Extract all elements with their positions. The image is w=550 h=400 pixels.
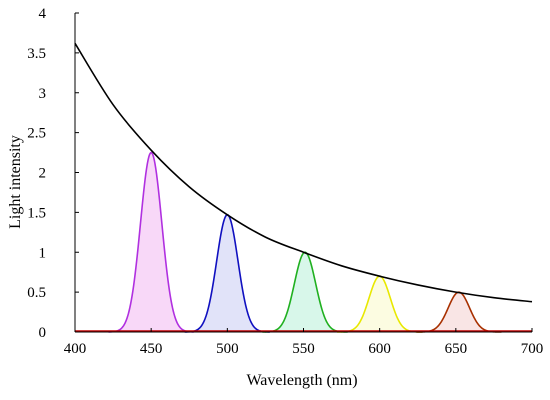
y-tick-label-4: 4 (39, 6, 47, 22)
y-tick-label-2: 2 (39, 166, 47, 182)
x-tick-label-550: 550 (292, 341, 315, 357)
peak-fill-4 (337, 276, 423, 332)
y-tick-label-0: 0 (39, 325, 47, 341)
x-tick-label-500: 500 (216, 341, 239, 357)
peak-fill-3 (262, 252, 348, 332)
x-tick-label-650: 650 (445, 341, 468, 357)
peak-curve-1 (108, 151, 194, 333)
y-tick-label-1.5: 1.5 (27, 205, 46, 221)
peak-fill-2 (184, 214, 270, 332)
y-axis-title: Light intensity (7, 135, 24, 229)
y-tick-label-3: 3 (39, 86, 47, 102)
y-tick-label-1: 1 (39, 245, 47, 261)
peak-fill-1 (108, 152, 194, 332)
x-tick-label-600: 600 (368, 341, 391, 357)
y-tick-label-0.5: 0.5 (27, 285, 46, 301)
x-tick-label-450: 450 (140, 341, 163, 357)
axes: 400 450 500 550 600 650 700 0 0.5 1 1.5 2 2.5 3 3.5 4 (27, 6, 543, 357)
y-tick-label-2.5: 2.5 (27, 126, 46, 142)
plot-area (74, 42, 533, 333)
peak-fill-5 (416, 292, 502, 332)
y-tick-label-3.5: 3.5 (27, 46, 46, 62)
x-tick-label-400: 400 (64, 341, 87, 357)
envelope-curve (74, 42, 533, 303)
x-tick-label-700: 700 (521, 341, 544, 357)
x-axis-title: Wavelength (nm) (246, 372, 357, 389)
